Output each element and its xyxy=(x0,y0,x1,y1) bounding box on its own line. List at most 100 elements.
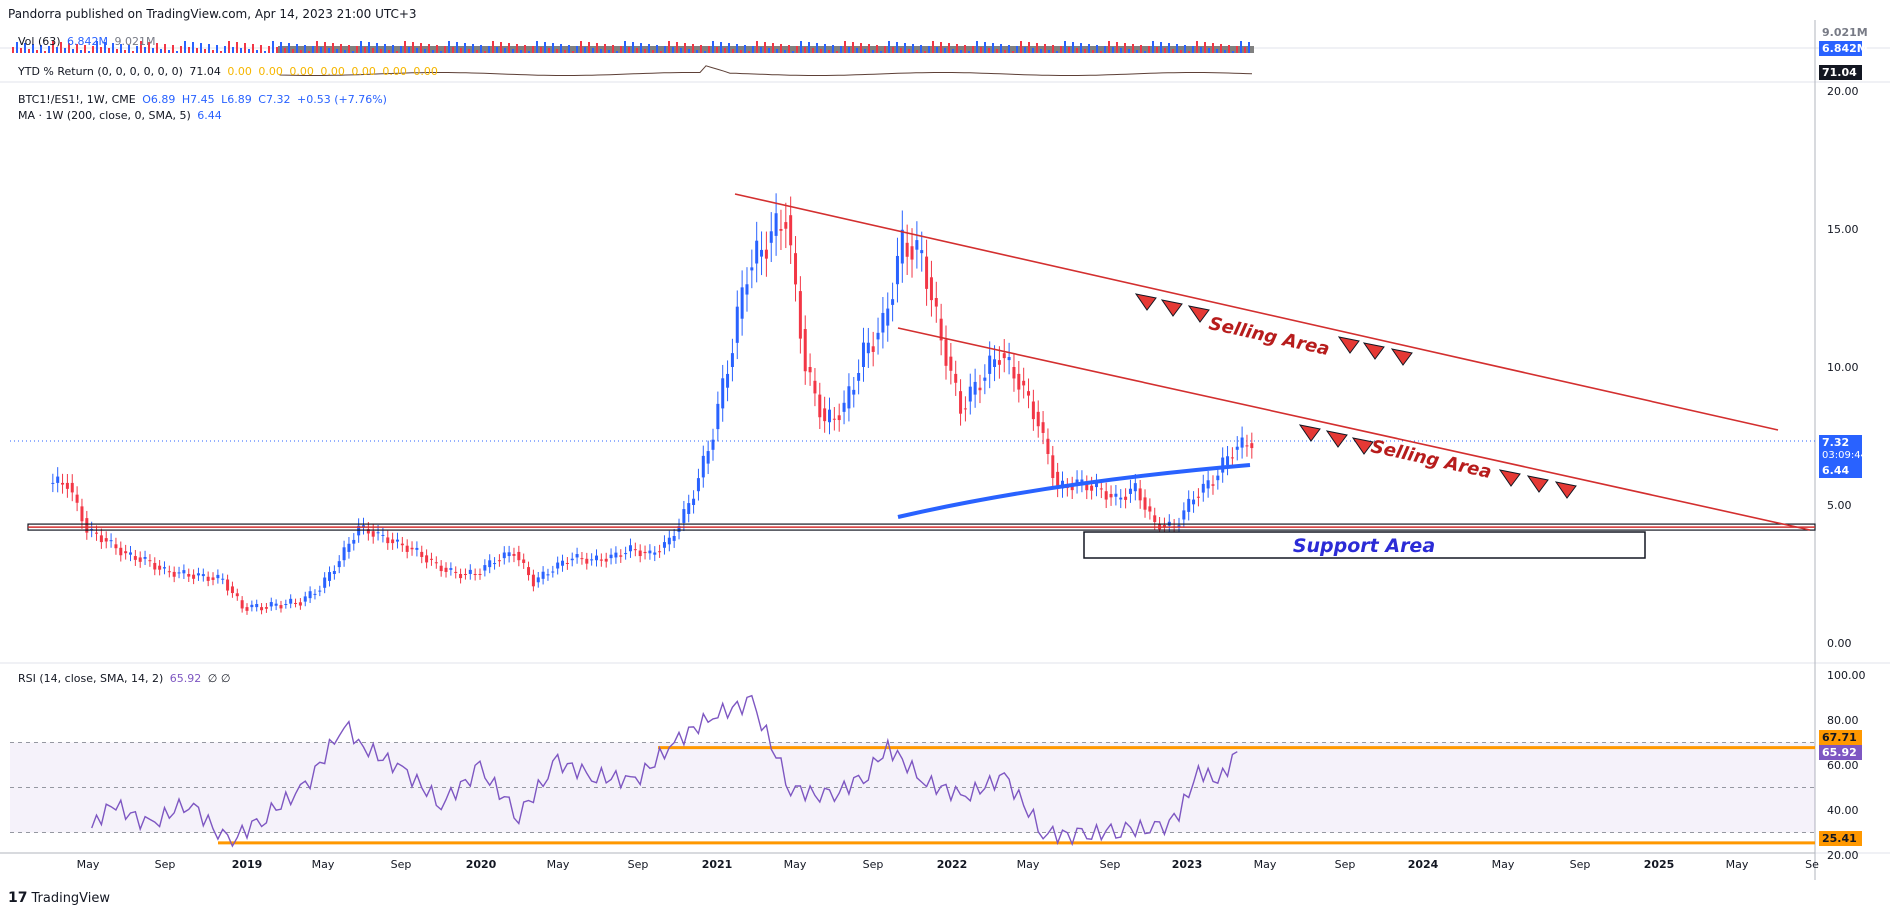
volume-bar xyxy=(600,49,602,53)
candle-body xyxy=(230,586,234,594)
candle-body xyxy=(182,570,186,574)
candle-body xyxy=(735,306,739,343)
volume-bar xyxy=(1152,41,1154,53)
candle-body xyxy=(677,526,681,532)
candle-body xyxy=(541,571,545,579)
symbol-legend[interactable]: BTC1!/ES1!, 1W, CME O6.89 H7.45 L6.89 C7… xyxy=(18,93,390,106)
candle-body xyxy=(929,277,933,301)
price-tick-label: 20.00 xyxy=(1827,85,1859,98)
volume-bar xyxy=(1068,47,1070,53)
volume-bar xyxy=(376,43,378,53)
candle-body xyxy=(696,478,700,492)
candle-body xyxy=(643,551,647,554)
candle-body xyxy=(255,603,259,608)
time-axis-label: 2024 xyxy=(1408,858,1439,871)
volume-bar xyxy=(124,50,126,53)
candle-body xyxy=(133,556,137,560)
ytd-zero-2: 0.00 xyxy=(289,65,314,78)
price-badge-countdown: 03:09:44 xyxy=(1822,450,1867,461)
candle-body xyxy=(1182,510,1186,520)
candle-body xyxy=(323,577,327,588)
candle-body xyxy=(65,482,69,489)
candle-body xyxy=(1090,485,1094,491)
volume-bar xyxy=(752,46,754,53)
ytd-return-line xyxy=(279,65,1253,76)
candle-body xyxy=(993,359,997,367)
candle-body xyxy=(1133,483,1137,492)
time-axis-label: 2022 xyxy=(937,858,968,871)
volume-bar xyxy=(1240,41,1242,53)
candle-body xyxy=(1187,498,1191,512)
selling-arrow-marker xyxy=(1160,299,1183,317)
candle-body xyxy=(978,387,982,391)
volume-bar xyxy=(840,46,842,53)
candle-body xyxy=(925,256,929,289)
rsi-legend[interactable]: RSI (14, close, SMA, 14, 2) 65.92 ∅ ∅ xyxy=(18,672,233,685)
candle-body xyxy=(454,571,458,573)
volume-bar xyxy=(972,46,974,53)
volume-bar xyxy=(944,48,946,53)
volume-bar xyxy=(868,44,870,53)
tradingview-logo[interactable]: 17 TradingView xyxy=(8,890,110,906)
volume-bar xyxy=(328,48,330,53)
candle-body xyxy=(638,550,642,557)
candle-body xyxy=(653,552,657,555)
volume-bar xyxy=(700,45,702,53)
volume-bar xyxy=(100,47,102,53)
candle-body xyxy=(1104,491,1108,500)
candle-body xyxy=(444,567,448,572)
ytd-legend[interactable]: YTD % Return (0, 0, 0, 0, 0, 0) 71.04 0.… xyxy=(18,65,441,78)
volume-bar xyxy=(400,46,402,53)
upper-resistance-trendline xyxy=(734,193,1779,431)
ma-legend[interactable]: MA · 1W (200, close, 0, SMA, 5) 6.44 xyxy=(18,109,225,122)
candle-body xyxy=(973,381,977,395)
volume-bar xyxy=(520,50,522,53)
volume-bar xyxy=(1032,48,1034,53)
candle-body xyxy=(167,571,171,573)
volume-bar xyxy=(176,51,178,53)
tradingview-brand: TradingView xyxy=(31,891,111,906)
volume-bar xyxy=(1168,43,1170,53)
volume-bar xyxy=(1188,51,1190,53)
volume-bar xyxy=(852,42,854,53)
volume-bar xyxy=(244,43,246,53)
volume-bar xyxy=(556,49,558,53)
volume-bar xyxy=(140,41,142,53)
ytd-zero-4: 0.00 xyxy=(351,65,376,78)
volume-bar xyxy=(568,45,570,53)
candle-body xyxy=(1148,506,1152,512)
candle-body xyxy=(1240,437,1244,448)
candle-body xyxy=(95,532,99,534)
ytd-zero-5: 0.00 xyxy=(382,65,407,78)
candle-body xyxy=(886,308,890,326)
ytd-zero-3: 0.00 xyxy=(320,65,345,78)
volume-bar xyxy=(572,51,574,53)
selling-area-upper-label: Selling Area xyxy=(1207,313,1331,360)
volume-bar xyxy=(504,48,506,53)
volume-bar xyxy=(432,50,434,53)
volume-bar xyxy=(720,42,722,53)
ytd-legend-label: YTD % Return (0, 0, 0, 0, 0, 0) xyxy=(18,65,183,78)
candle-body xyxy=(463,574,467,575)
candle-body xyxy=(682,509,686,523)
volume-bar xyxy=(1204,42,1206,53)
volume-bar xyxy=(888,41,890,53)
candle-body xyxy=(352,539,356,544)
volume-legend[interactable]: Vol (63) 6.842M 9.021M xyxy=(18,35,159,48)
volume-bar xyxy=(540,47,542,53)
volume-bar xyxy=(384,44,386,53)
time-axis-label: May xyxy=(1726,858,1749,871)
candle-body xyxy=(1085,484,1089,491)
volume-bar xyxy=(1064,41,1066,53)
candle-body xyxy=(522,559,526,563)
selling-arrow-marker xyxy=(1337,336,1360,354)
candle-body xyxy=(595,555,598,561)
price-tick-label: 5.00 xyxy=(1827,499,1852,512)
volume-bar xyxy=(108,48,110,53)
candle-body xyxy=(662,542,666,548)
volume-bar xyxy=(780,44,782,53)
candle-body xyxy=(303,596,307,602)
rsi-lower-badge: 25.41 xyxy=(1819,831,1862,846)
candle-body xyxy=(789,215,793,246)
